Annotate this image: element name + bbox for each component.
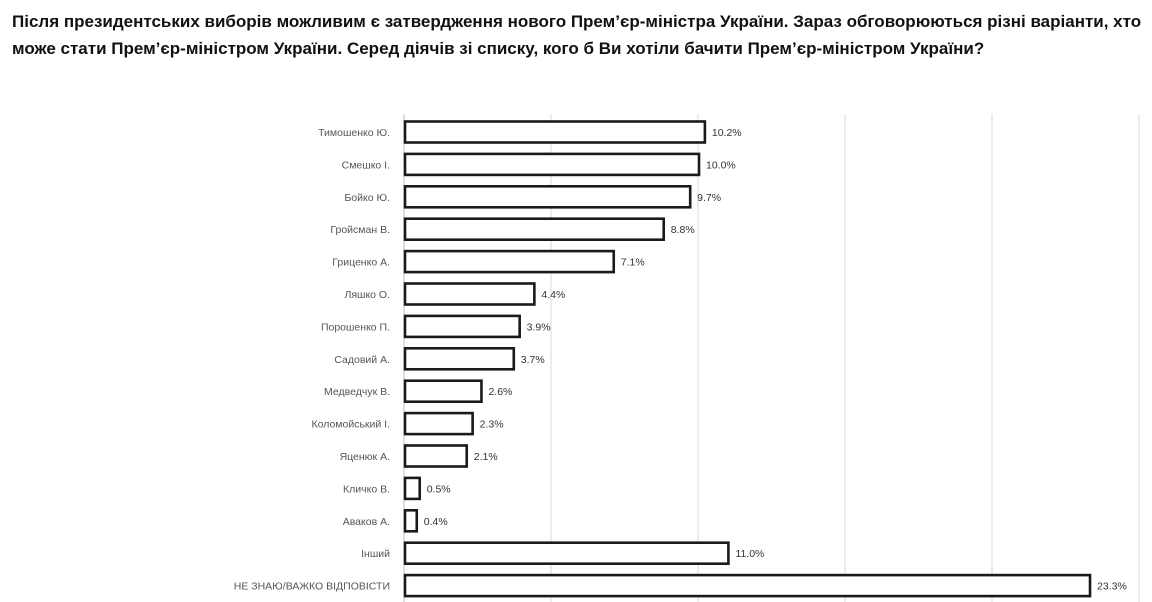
- category-label: Коломойський І.: [311, 419, 390, 431]
- bar: [403, 444, 469, 468]
- value-label: 0.5%: [427, 483, 451, 495]
- category-label: Медведчук В.: [324, 386, 390, 398]
- value-label: 7.1%: [621, 257, 645, 269]
- category-label: Яценюк А.: [340, 451, 390, 463]
- category-label: Кличко В.: [343, 483, 390, 495]
- bar: [403, 282, 536, 306]
- category-label: Порошенко П.: [321, 321, 390, 333]
- bar: [403, 249, 616, 274]
- bar: [403, 314, 521, 339]
- category-label: Ляшко О.: [344, 289, 390, 301]
- value-label: 2.6%: [488, 386, 512, 398]
- category-label: НЕ ЗНАЮ/ВАЖКО ВІДПОВІСТИ: [234, 581, 390, 593]
- bar: [403, 379, 483, 404]
- value-label: 3.9%: [527, 321, 551, 333]
- bar: [403, 152, 701, 177]
- bar: [403, 120, 707, 144]
- bar: [403, 411, 474, 436]
- category-label: Аваков А.: [343, 516, 390, 528]
- bar: [403, 346, 516, 371]
- bar: [403, 508, 419, 533]
- category-label: Гриценко А.: [332, 257, 390, 269]
- value-label: 4.4%: [541, 289, 565, 301]
- category-label: Тимошенко Ю.: [318, 127, 390, 139]
- category-label: Смешко І.: [342, 159, 390, 171]
- value-label: 10.0%: [706, 159, 736, 171]
- question-text: Після президентських виборів можливим є …: [12, 12, 1142, 58]
- value-label: 8.8%: [671, 224, 695, 236]
- bar: [403, 185, 692, 209]
- category-label: Інший: [361, 548, 390, 560]
- bar: [403, 476, 421, 501]
- category-label: Гройсман В.: [330, 224, 390, 236]
- category-label: Садовий А.: [334, 354, 390, 366]
- value-label: 10.2%: [712, 127, 742, 139]
- value-label: 2.1%: [474, 451, 498, 463]
- value-label: 2.3%: [480, 419, 504, 431]
- bar: [403, 541, 730, 566]
- value-label: 3.7%: [521, 354, 545, 366]
- value-label: 0.4%: [424, 516, 448, 528]
- category-label: Бойко Ю.: [344, 192, 390, 204]
- value-label: 11.0%: [735, 548, 764, 560]
- value-label: 23.3%: [1097, 581, 1127, 593]
- value-label: 9.7%: [697, 192, 721, 204]
- bar: [403, 573, 1092, 598]
- bar: [403, 217, 666, 241]
